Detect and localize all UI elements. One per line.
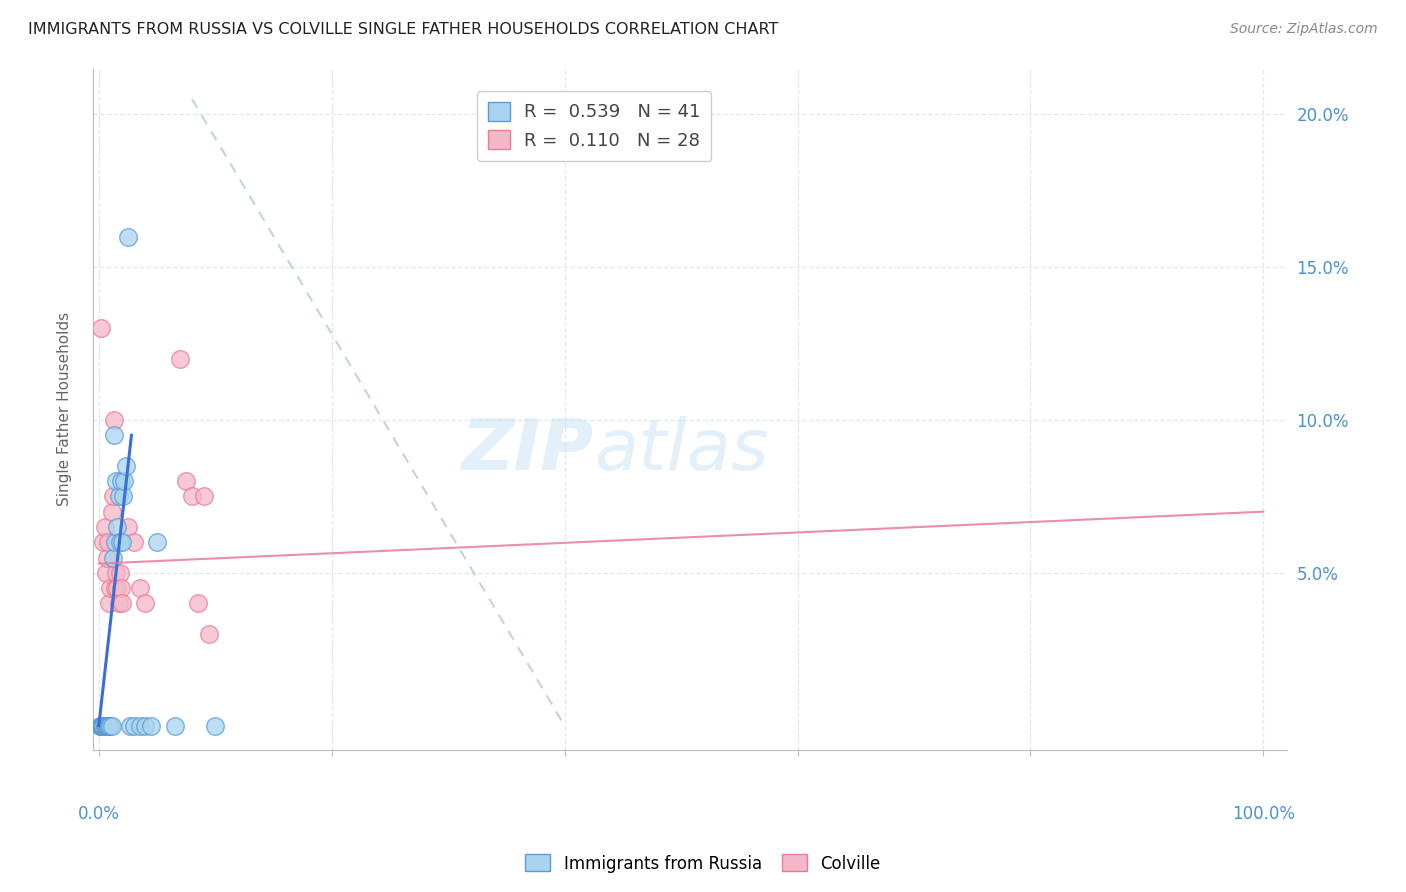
Point	[146, 535, 169, 549]
Point	[169, 351, 191, 366]
Point	[204, 718, 226, 732]
Point	[110, 474, 132, 488]
Point	[114, 458, 136, 473]
Point	[94, 718, 117, 732]
Point	[93, 718, 115, 732]
Point	[101, 550, 124, 565]
Point	[97, 535, 120, 549]
Point	[96, 718, 118, 732]
Point	[108, 566, 131, 580]
Text: ZIP: ZIP	[463, 416, 595, 484]
Point	[90, 718, 112, 732]
Point	[93, 718, 115, 732]
Point	[198, 627, 221, 641]
Point	[174, 474, 197, 488]
Point	[100, 505, 122, 519]
Point	[187, 596, 209, 610]
Point	[117, 520, 139, 534]
Point	[128, 581, 150, 595]
Point	[120, 718, 142, 732]
Point	[93, 718, 115, 732]
Point	[90, 718, 112, 732]
Point	[107, 581, 129, 595]
Point	[134, 596, 156, 610]
Point	[141, 718, 163, 732]
Point	[114, 474, 136, 488]
Point	[193, 489, 215, 503]
Point	[108, 535, 131, 549]
Legend: R =  0.539   N = 41, R =  0.110   N = 28: R = 0.539 N = 41, R = 0.110 N = 28	[477, 91, 711, 161]
Point	[111, 535, 134, 549]
Point	[91, 718, 114, 732]
Point	[98, 718, 121, 732]
Point	[89, 718, 111, 732]
Point	[104, 535, 127, 549]
Point	[105, 474, 128, 488]
Text: IMMIGRANTS FROM RUSSIA VS COLVILLE SINGLE FATHER HOUSEHOLDS CORRELATION CHART: IMMIGRANTS FROM RUSSIA VS COLVILLE SINGL…	[28, 22, 779, 37]
Point	[104, 581, 127, 595]
Text: Source: ZipAtlas.com: Source: ZipAtlas.com	[1230, 22, 1378, 37]
Text: 0.0%: 0.0%	[77, 805, 120, 823]
Point	[107, 520, 129, 534]
Point	[122, 718, 145, 732]
Point	[117, 229, 139, 244]
Point	[181, 489, 204, 503]
Point	[110, 581, 132, 595]
Point	[98, 596, 121, 610]
Point	[96, 718, 118, 732]
Point	[100, 581, 122, 595]
Point	[100, 718, 122, 732]
Point	[91, 718, 114, 732]
Point	[128, 718, 150, 732]
Point	[107, 596, 129, 610]
Text: atlas: atlas	[595, 416, 769, 484]
Point	[103, 428, 125, 442]
Point	[94, 718, 117, 732]
Point	[107, 489, 129, 503]
Point	[134, 718, 156, 732]
Point	[103, 413, 125, 427]
Point	[90, 321, 112, 335]
Text: 100.0%: 100.0%	[1232, 805, 1295, 823]
Point	[101, 489, 124, 503]
Point	[163, 718, 186, 732]
Point	[122, 535, 145, 549]
Point	[100, 718, 122, 732]
Point	[96, 550, 118, 565]
Point	[105, 566, 128, 580]
Point	[97, 718, 120, 732]
Point	[91, 718, 114, 732]
Point	[93, 520, 115, 534]
Point	[112, 489, 135, 503]
Point	[94, 566, 117, 580]
Point	[93, 718, 115, 732]
Y-axis label: Single Father Households: Single Father Households	[58, 312, 72, 507]
Point	[93, 718, 115, 732]
Point	[93, 718, 115, 732]
Point	[93, 535, 115, 549]
Point	[111, 596, 134, 610]
Legend: Immigrants from Russia, Colville: Immigrants from Russia, Colville	[519, 847, 887, 880]
